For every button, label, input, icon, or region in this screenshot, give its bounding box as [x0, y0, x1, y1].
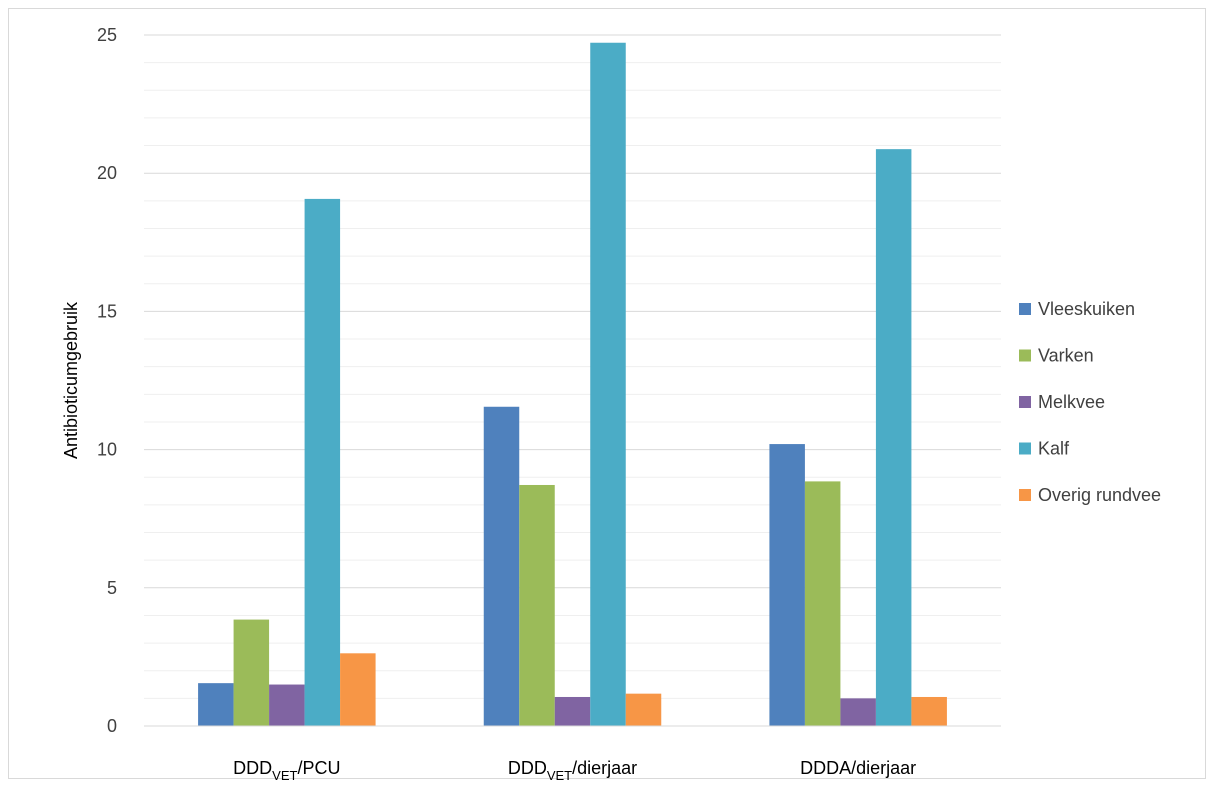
legend-swatch [1019, 442, 1031, 455]
y-tick-label: 20 [97, 163, 117, 183]
x-category-label: DDDVET/PCU [233, 758, 340, 780]
legend-swatch [1019, 489, 1031, 501]
gridlines [144, 34, 1001, 727]
bar-melkvee [840, 698, 876, 726]
bar-chart: 0 5 10 15 20 25 Antibioticumgebruik DDDVET/PCU D… [61, 25, 1161, 780]
legend-label: Melkvee [1038, 392, 1105, 412]
bar-overig-rundvee [625, 693, 662, 726]
bar-vleeskuiken [769, 444, 805, 726]
bar-melkvee [269, 684, 305, 726]
bar-kalf [304, 198, 341, 726]
bar-kalf [875, 149, 912, 726]
legend-swatch [1019, 303, 1031, 315]
bar-overig-rundvee [911, 696, 947, 726]
y-tick-label: 10 [97, 440, 117, 460]
axes: 0 5 10 15 20 25 Antibioticumgebruik DDDVET/PCU D… [61, 25, 1001, 780]
legend-swatch [1019, 396, 1031, 408]
bar-vleeskuiken [198, 683, 234, 726]
y-tick-label: 25 [97, 25, 117, 45]
bar-overig-rundvee [340, 653, 376, 726]
bar-vleeskuiken [483, 406, 520, 726]
y-tick-label: 0 [107, 716, 117, 736]
legend: Vleeskuiken Varken Melkvee Kalf Overig rundv… [1019, 299, 1161, 505]
y-tick-label: 15 [97, 301, 117, 321]
bar-kalf [590, 42, 626, 727]
legend-label: Vleeskuiken [1038, 299, 1135, 319]
bar-varken [519, 484, 555, 726]
y-tick-label: 5 [107, 578, 117, 598]
bars [198, 42, 947, 727]
x-category-label: DDDA/dierjaar [800, 758, 916, 778]
bar-melkvee [554, 696, 591, 726]
legend-label: Overig rundvee [1038, 485, 1161, 505]
x-category-label: DDDVET/dierjaar [508, 758, 637, 780]
chart-frame: 0 5 10 15 20 25 Antibioticumgebruik DDDVET/PCU D… [8, 8, 1206, 780]
legend-swatch [1019, 349, 1031, 362]
y-axis-title: Antibioticumgebruik [61, 301, 81, 459]
legend-label: Varken [1038, 346, 1094, 366]
legend-label: Kalf [1038, 439, 1070, 459]
bar-varken [233, 619, 270, 726]
bar-varken [804, 481, 841, 726]
